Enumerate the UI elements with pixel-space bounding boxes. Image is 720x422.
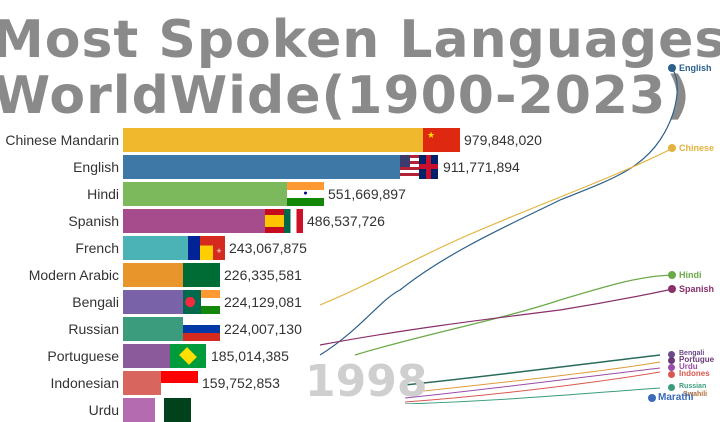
flag-spain-mexico-icon [265,209,303,233]
bar-russian [123,317,183,341]
bar-indonesian [123,371,161,395]
legend-label-marathi: Marathi [658,392,694,403]
legend-dot-bengali [668,351,675,358]
bar-french [123,236,188,260]
legend-label-urdu: Urdu [679,362,698,371]
bar-value: 226,335,581 [224,267,302,283]
flag-pakistan-icon [164,398,191,422]
bar-value: 224,129,081 [224,294,302,310]
flag-russia-icon [183,317,220,341]
bar-label: English [73,159,119,175]
legend-dot-russian [668,384,675,391]
flag-china-icon: ★ [423,128,460,152]
bar-label: Hindi [87,186,119,202]
flag-india-icon: ● [287,182,324,206]
bar-hindi [123,182,287,206]
bar-label: Modern Arabic [28,267,119,283]
bar-label: Urdu [88,402,119,418]
bar-value: 185,014,385 [211,348,289,364]
flag-portugal-brazil-icon [170,344,206,368]
legend-label-indonesian: Indones [679,369,710,378]
legend-label-swahili: Swahili [683,391,708,398]
flag-usa-uk-icon [400,155,438,179]
bar-label: Russian [68,321,119,337]
bar-english [123,155,400,179]
bar-label: French [75,240,119,256]
chart-title-line-2: WorldWide(1900-2023) [0,66,692,126]
flag-indonesia-icon [161,371,198,395]
legend-dot-marathi [648,394,656,402]
bar-value: 159,752,853 [202,375,280,391]
flag-france-canada-switzerland-icon: + [188,236,225,260]
bar-label: Chinese Mandarin [5,132,119,148]
flag-bangladesh-india-icon [183,290,220,314]
legend-dot-indonesian [668,371,675,378]
bar-label: Indonesian [50,375,119,391]
bar-label: Spanish [68,213,119,229]
legend-label-portuguese: Portugue [679,355,715,364]
bar-label: Portuguese [47,348,119,364]
bar-value: 224,007,130 [224,321,302,337]
legend-label-bengali: Bengali [679,350,705,357]
legend-label-russian: Russian [679,383,707,390]
bar-modern-arabic [123,263,183,287]
legend-dot-portuguese [668,357,675,364]
legend-dot-english [668,64,676,72]
bar-label: Bengali [72,294,119,310]
bar-chinese-mandarin [123,128,423,152]
legend-label-hindi: Hindi [679,270,702,280]
bar-value: 979,848,020 [464,132,542,148]
trend-lines [319,69,678,404]
bar-value: 243,067,875 [229,240,307,256]
legend-dot-hindi [668,271,676,279]
legend-label-chinese: Chinese [679,143,715,153]
legend-dot-urdu [668,364,675,371]
chart-title-line-1: Most Spoken Languages [0,10,720,70]
legend-dot-chinese [668,144,676,152]
bar-bengali [123,290,183,314]
bar-value: 486,537,726 [307,213,385,229]
bar-urdu [123,398,155,422]
legend-label-spanish: Spanish [679,284,715,294]
bar-value: 551,669,897 [328,186,406,202]
legend-label-english: English [679,63,712,73]
year-indicator: 1998 [305,356,428,407]
bar-portuguese [123,344,170,368]
bar-value: 911,771,894 [443,159,520,175]
flag-saudi-arabia-icon [183,263,220,287]
legend-dot-spanish [668,285,676,293]
